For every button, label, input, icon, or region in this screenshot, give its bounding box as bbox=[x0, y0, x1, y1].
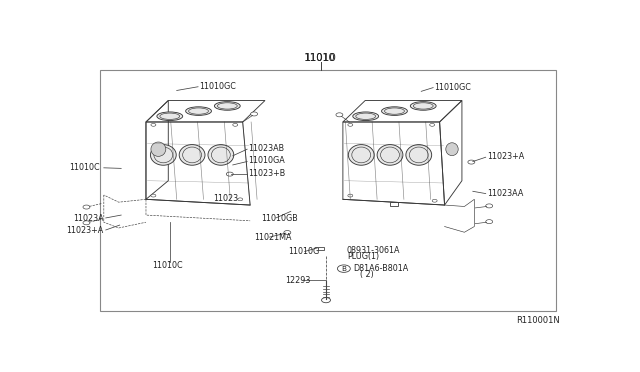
Ellipse shape bbox=[406, 145, 431, 165]
Text: 11023+A: 11023+A bbox=[486, 152, 524, 161]
Text: 12293: 12293 bbox=[285, 276, 310, 285]
Text: 11021MA: 11021MA bbox=[255, 233, 292, 242]
Text: 11010: 11010 bbox=[305, 52, 336, 62]
Circle shape bbox=[151, 194, 156, 197]
Text: 11010GB: 11010GB bbox=[261, 214, 298, 223]
Ellipse shape bbox=[186, 107, 211, 115]
Circle shape bbox=[336, 113, 343, 117]
Circle shape bbox=[432, 199, 437, 202]
Text: 11010C: 11010C bbox=[69, 163, 100, 172]
Text: R110001N: R110001N bbox=[516, 316, 560, 325]
Bar bbox=[100, 70, 556, 311]
Text: 11010: 11010 bbox=[304, 52, 337, 62]
Ellipse shape bbox=[377, 145, 403, 165]
Text: 11010GC: 11010GC bbox=[200, 82, 236, 91]
Text: 11010GA: 11010GA bbox=[249, 157, 285, 166]
Ellipse shape bbox=[150, 145, 176, 165]
Ellipse shape bbox=[353, 112, 379, 121]
Text: 11023+A: 11023+A bbox=[67, 226, 104, 235]
Circle shape bbox=[227, 172, 233, 176]
Circle shape bbox=[429, 124, 435, 126]
Ellipse shape bbox=[410, 102, 436, 110]
Ellipse shape bbox=[348, 145, 374, 165]
Circle shape bbox=[237, 198, 243, 201]
Text: 11010GC: 11010GC bbox=[435, 83, 472, 92]
Circle shape bbox=[151, 124, 156, 126]
Ellipse shape bbox=[151, 142, 166, 156]
Text: 11023AB: 11023AB bbox=[249, 144, 285, 153]
Circle shape bbox=[251, 112, 257, 116]
Text: 11023A: 11023A bbox=[73, 214, 104, 223]
Text: 11010G: 11010G bbox=[288, 247, 319, 256]
Circle shape bbox=[486, 219, 493, 224]
Text: B: B bbox=[341, 266, 346, 272]
Circle shape bbox=[284, 231, 291, 235]
Ellipse shape bbox=[381, 107, 408, 115]
Text: 08931-3061A: 08931-3061A bbox=[347, 246, 401, 255]
Circle shape bbox=[337, 265, 350, 272]
Ellipse shape bbox=[208, 145, 234, 165]
Ellipse shape bbox=[157, 112, 182, 121]
Circle shape bbox=[321, 298, 330, 303]
Circle shape bbox=[348, 194, 353, 197]
Circle shape bbox=[83, 221, 90, 225]
Text: 11010C: 11010C bbox=[152, 261, 182, 270]
Text: 11023AA: 11023AA bbox=[486, 189, 523, 198]
Text: PLUG(1): PLUG(1) bbox=[347, 252, 379, 261]
Ellipse shape bbox=[446, 143, 458, 155]
Text: ( 2): ( 2) bbox=[360, 270, 374, 279]
Circle shape bbox=[348, 124, 353, 126]
Ellipse shape bbox=[179, 145, 205, 165]
Circle shape bbox=[468, 160, 475, 164]
Circle shape bbox=[83, 205, 90, 209]
Text: D81A6-B801A: D81A6-B801A bbox=[353, 264, 408, 273]
Circle shape bbox=[233, 124, 237, 126]
Bar bbox=[390, 202, 398, 206]
Bar bbox=[317, 247, 324, 250]
Circle shape bbox=[486, 204, 493, 208]
Ellipse shape bbox=[214, 102, 240, 110]
Text: 11023+B: 11023+B bbox=[249, 169, 286, 178]
Text: 11023: 11023 bbox=[213, 194, 238, 203]
